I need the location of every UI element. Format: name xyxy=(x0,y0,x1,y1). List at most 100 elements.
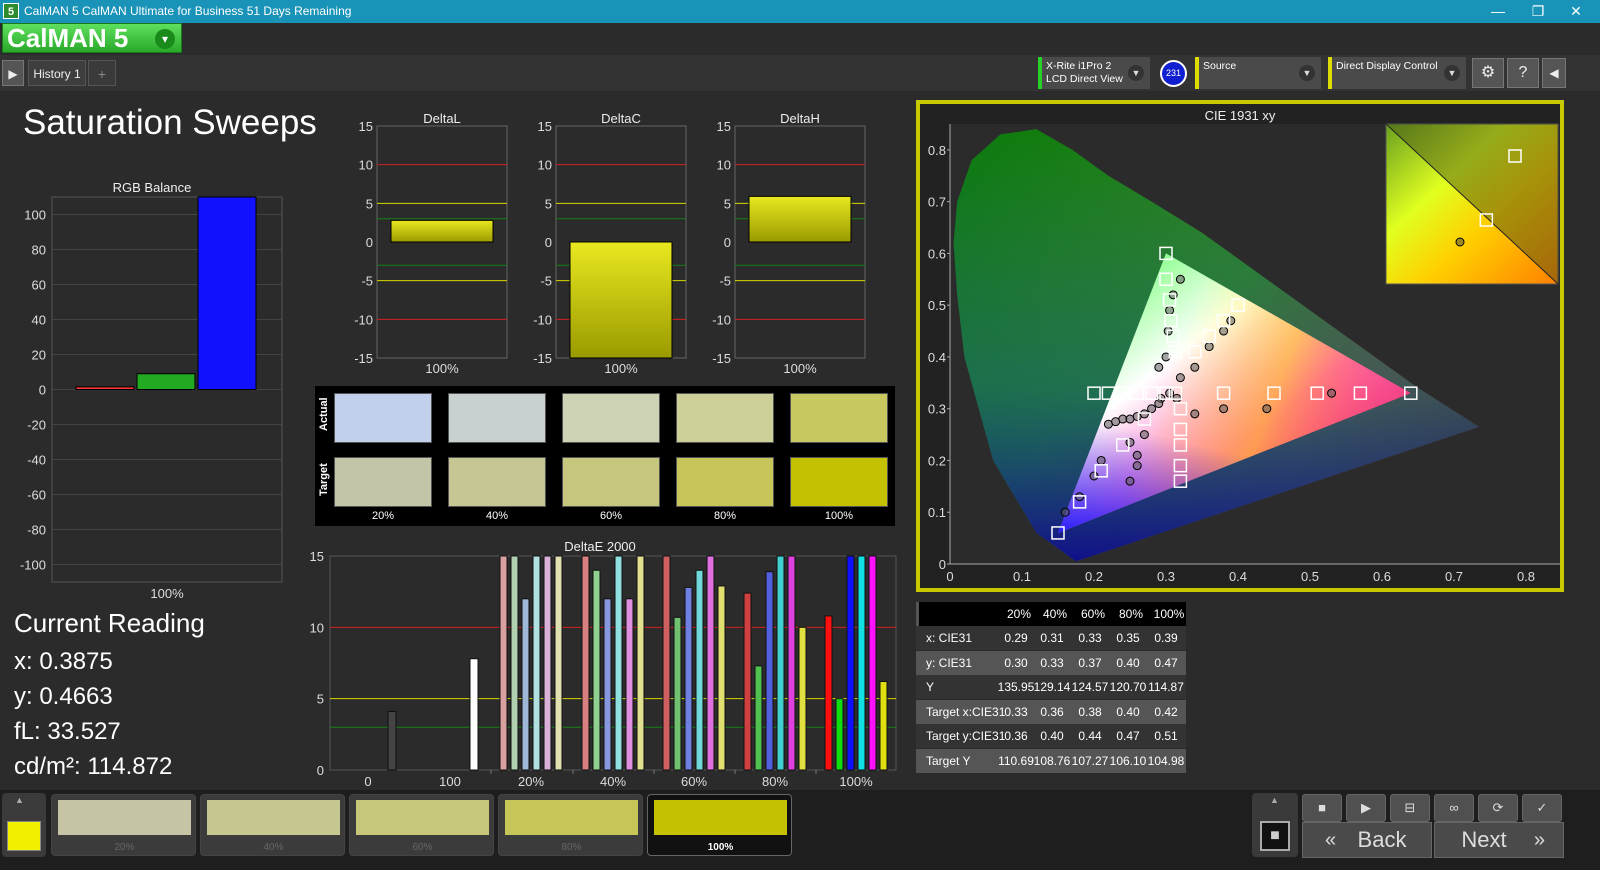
table-row-label: Y xyxy=(926,680,935,695)
settings-gear-icon[interactable]: ⚙ xyxy=(1472,58,1504,88)
table-cell: 110.69 xyxy=(998,754,1034,768)
target-point xyxy=(1168,386,1183,400)
inset-target-point xyxy=(1508,149,1522,163)
y-tick-label: -10 xyxy=(354,312,373,327)
current-reading-heading: Current Reading xyxy=(14,608,205,638)
chevron-down-icon: ▼ xyxy=(1128,65,1144,81)
inset-actual-point xyxy=(1455,237,1465,247)
next-button[interactable]: Next » xyxy=(1434,822,1564,858)
window-title-bar: 5 CalMAN 5 CalMAN Ultimate for Business … xyxy=(0,0,1600,23)
stop-icon[interactable]: ■ xyxy=(1260,821,1290,851)
meter-mode: LCD Direct View xyxy=(1046,73,1123,85)
step-swatch-button[interactable]: 60% xyxy=(349,794,494,856)
x-category-label: 80% xyxy=(762,774,788,788)
deltae-bar xyxy=(717,585,726,771)
refresh-icon[interactable]: ⟳ xyxy=(1478,794,1518,822)
deltae-bar xyxy=(592,569,601,771)
target-point xyxy=(1173,458,1188,473)
table-cell: 0.36 xyxy=(1004,729,1028,744)
x-category-label: 100% xyxy=(604,361,638,376)
step-swatch-button[interactable]: 40% xyxy=(200,794,345,856)
rgb-balance-title: RGB Balance xyxy=(112,180,192,195)
rgb-bar-G xyxy=(136,373,196,390)
deltae-bar xyxy=(695,569,704,771)
deltae-bar xyxy=(636,555,645,771)
deltae-bar xyxy=(743,592,752,771)
x-category-label: 100% xyxy=(150,586,184,600)
play-icon[interactable]: ▶ xyxy=(2,60,24,86)
restore-button[interactable]: ❐ xyxy=(1531,3,1545,19)
x-tick-label: 0.3 xyxy=(1157,569,1175,584)
display-label: Direct Display Control xyxy=(1336,60,1438,72)
y-tick-label: -5 xyxy=(361,274,373,289)
target-point xyxy=(1267,386,1281,400)
table-header-cell: 20% xyxy=(1006,607,1032,621)
actual-point xyxy=(1190,409,1200,419)
y-tick-label: 0.7 xyxy=(928,195,946,210)
deltae-bar xyxy=(857,555,866,771)
up-arrow-icon[interactable]: ▲ xyxy=(15,795,24,805)
loop-icon[interactable]: ∞ xyxy=(1434,794,1474,822)
x-category-label: 100 xyxy=(439,774,461,788)
display-control-selector[interactable]: Direct Display Control ▼ xyxy=(1328,57,1466,89)
y-tick-label: 5 xyxy=(724,196,731,211)
step-swatch-label: 20% xyxy=(114,842,135,853)
minimize-button[interactable]: — xyxy=(1491,3,1505,19)
target-point xyxy=(1116,438,1130,452)
x-tick-label: 0.1 xyxy=(1013,569,1031,584)
target-point xyxy=(1159,386,1173,400)
table-cell: 0.30 xyxy=(1004,655,1028,670)
stop-panel: ▲ ■ xyxy=(1252,793,1298,857)
step-swatch-button[interactable]: 80% xyxy=(498,794,643,856)
table-cell: 0.40 xyxy=(1040,729,1064,744)
deltae-bar xyxy=(706,555,715,771)
target-point xyxy=(1051,526,1065,540)
target-point xyxy=(1173,474,1188,488)
meter-selector[interactable]: X-Rite i1Pro 2 LCD Direct View ▼ xyxy=(1038,57,1150,89)
y-tick-label: -15 xyxy=(533,351,552,366)
help-button[interactable]: ? xyxy=(1507,58,1539,88)
deltae-chart: 15 10 5 0 0 100 20% 40% 60% 80% 100% xyxy=(310,549,897,788)
table-row: Target x:CIE31 0.33 0.36 0.38 0.40 0.42 xyxy=(916,699,1186,724)
close-button[interactable]: ✕ xyxy=(1570,3,1582,19)
y-tick-label: 0.1 xyxy=(928,505,946,520)
x-tick-label: 0.6 xyxy=(1373,569,1391,584)
y-tick-label: 0 xyxy=(39,383,46,398)
add-tab-button[interactable]: + xyxy=(88,60,116,86)
check-icon[interactable]: ✓ xyxy=(1522,794,1562,822)
step-swatch-button[interactable]: 100% xyxy=(647,794,792,856)
deltae-title: DeltaE 2000 xyxy=(564,539,636,554)
source-selector[interactable]: Source ▼ xyxy=(1195,57,1321,89)
stop-icon[interactable]: ■ xyxy=(1302,794,1342,822)
delta-chart-title: DeltaC xyxy=(601,111,641,126)
table-cell: 0.37 xyxy=(1078,655,1102,670)
x-tick-label: 0 xyxy=(946,569,953,584)
deltae-bar xyxy=(684,586,693,771)
tab-history-1[interactable]: History 1 xyxy=(28,60,86,86)
meter-name: X-Rite i1Pro 2 xyxy=(1046,60,1112,72)
meter-badge[interactable]: 231 xyxy=(1160,60,1187,87)
actual-row-label: Actual xyxy=(318,397,330,431)
target-point xyxy=(1101,386,1116,400)
deltae-bar xyxy=(581,555,590,771)
source-label: Source xyxy=(1203,60,1237,72)
actual-point xyxy=(1175,373,1185,383)
swatch-label: 80% xyxy=(713,510,737,522)
page-title: Saturation Sweeps xyxy=(23,103,317,142)
back-button[interactable]: « Back xyxy=(1302,822,1432,858)
target-point xyxy=(1087,386,1101,400)
up-arrow-icon[interactable]: ▲ xyxy=(1270,795,1279,805)
table-cell: 0.33 xyxy=(1078,631,1102,645)
target-point xyxy=(1173,401,1188,416)
calman-menu-button[interactable]: CalMAN 5 ▾ xyxy=(2,23,182,53)
play-icon[interactable]: ▶ xyxy=(1346,794,1386,822)
table-header-cell: 80% xyxy=(1118,607,1144,621)
actual-point xyxy=(1262,404,1272,414)
step-swatch-button[interactable]: 20% xyxy=(51,794,196,856)
brand-name: CalMAN 5 xyxy=(7,23,129,53)
table-cell: 0.35 xyxy=(1116,631,1140,645)
range-icon[interactable]: ⊟ xyxy=(1390,794,1430,822)
collapse-panel-icon[interactable]: ◀ xyxy=(1542,58,1566,88)
target-swatch xyxy=(562,457,660,507)
step-swatch-color xyxy=(505,800,638,835)
